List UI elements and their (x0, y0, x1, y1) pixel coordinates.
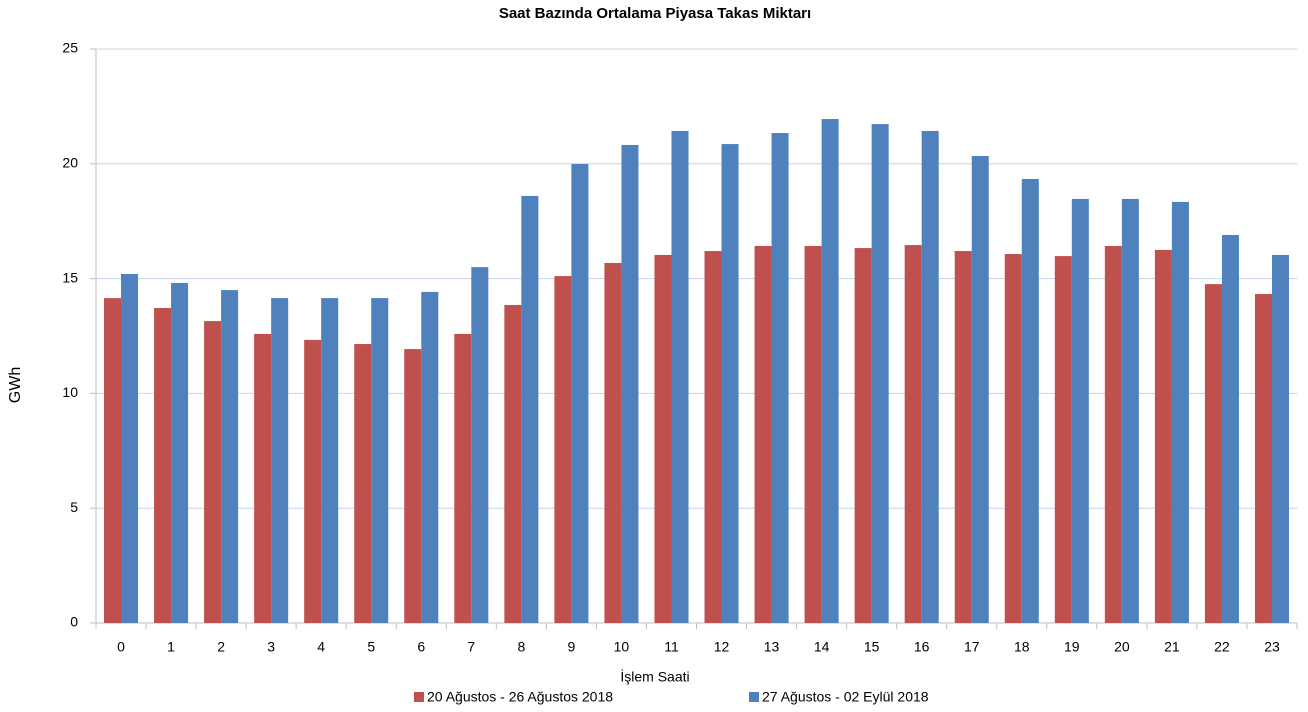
x-tick-label: 5 (367, 639, 375, 655)
x-tick-label: 17 (964, 639, 980, 655)
bar (1154, 249, 1172, 623)
bar (1121, 198, 1139, 623)
x-tick-label: 7 (467, 639, 475, 655)
x-tick-label: 4 (317, 639, 325, 655)
bar (1254, 293, 1272, 623)
bar (254, 333, 272, 623)
bar (1071, 198, 1089, 623)
x-tick-label: 16 (914, 639, 930, 655)
bar (1271, 254, 1289, 623)
x-tick-label: 12 (714, 639, 730, 655)
bar (321, 298, 339, 623)
bar (821, 119, 839, 623)
bar (354, 344, 372, 623)
bar (804, 245, 822, 623)
x-tick-label: 15 (864, 639, 880, 655)
bar (1004, 254, 1022, 623)
y-tick-label: 15 (62, 269, 78, 285)
bar (504, 305, 522, 623)
x-tick-label: 11 (664, 639, 679, 655)
x-tick-label: 14 (814, 639, 830, 655)
x-tick-label: 0 (117, 639, 125, 655)
bar (954, 251, 972, 623)
x-tick-label: 1 (167, 639, 175, 655)
legend-label: 20 Ağustos - 26 Ağustos 2018 (427, 689, 613, 705)
y-axis-title: GWh (7, 367, 24, 403)
x-tick-label: 6 (417, 639, 425, 655)
x-tick-label: 8 (517, 639, 525, 655)
legend-swatch (414, 692, 424, 702)
x-tick-label: 2 (217, 639, 225, 655)
bar (104, 298, 122, 623)
y-tick-label: 25 (62, 40, 78, 56)
bar (421, 291, 439, 623)
bar (471, 267, 489, 623)
bar (554, 276, 572, 623)
bar (454, 333, 472, 623)
x-axis-title: İşlem Saati (620, 668, 689, 685)
x-tick-label: 22 (1214, 639, 1230, 655)
y-tick-label: 20 (62, 155, 78, 171)
bar (171, 282, 189, 623)
bar (204, 321, 222, 623)
bar (404, 349, 422, 623)
legend-swatch (749, 692, 759, 702)
bar (704, 251, 722, 623)
x-tick-label: 20 (1114, 639, 1130, 655)
bar (571, 164, 589, 623)
bar (1104, 245, 1122, 623)
bar (1021, 178, 1039, 623)
bar (521, 195, 539, 623)
y-tick-label: 0 (70, 614, 78, 630)
bar (221, 290, 239, 623)
bar (154, 307, 172, 623)
chart-title: Saat Bazında Ortalama Piyasa Takas Mikta… (499, 5, 811, 22)
bar (371, 298, 389, 623)
x-tick-label: 10 (614, 639, 630, 655)
x-tick-label: 19 (1064, 639, 1080, 655)
bar (771, 133, 789, 623)
bar (921, 130, 939, 623)
bar (304, 339, 322, 623)
bar (1054, 256, 1072, 623)
x-tick-label: 3 (267, 639, 275, 655)
bar (654, 254, 672, 623)
bar (1204, 284, 1222, 623)
bar (621, 144, 639, 624)
bar (971, 155, 989, 624)
y-tick-label: 5 (70, 499, 78, 515)
y-tick-label: 10 (62, 384, 78, 400)
bar (871, 124, 889, 624)
bar (671, 130, 689, 623)
bar (754, 245, 772, 623)
bar (904, 245, 922, 623)
bar (1171, 201, 1189, 623)
x-tick-label: 21 (1164, 639, 1180, 655)
x-tick-label: 23 (1264, 639, 1280, 655)
bar (604, 262, 622, 623)
bar (854, 248, 872, 623)
bar (121, 274, 139, 623)
legend-label: 27 Ağustos - 02 Eylül 2018 (762, 689, 929, 705)
bar (1221, 234, 1239, 623)
x-tick-label: 9 (567, 639, 575, 655)
bar (271, 298, 289, 623)
x-tick-label: 18 (1014, 639, 1030, 655)
x-tick-label: 13 (764, 639, 780, 655)
bar (721, 144, 739, 624)
